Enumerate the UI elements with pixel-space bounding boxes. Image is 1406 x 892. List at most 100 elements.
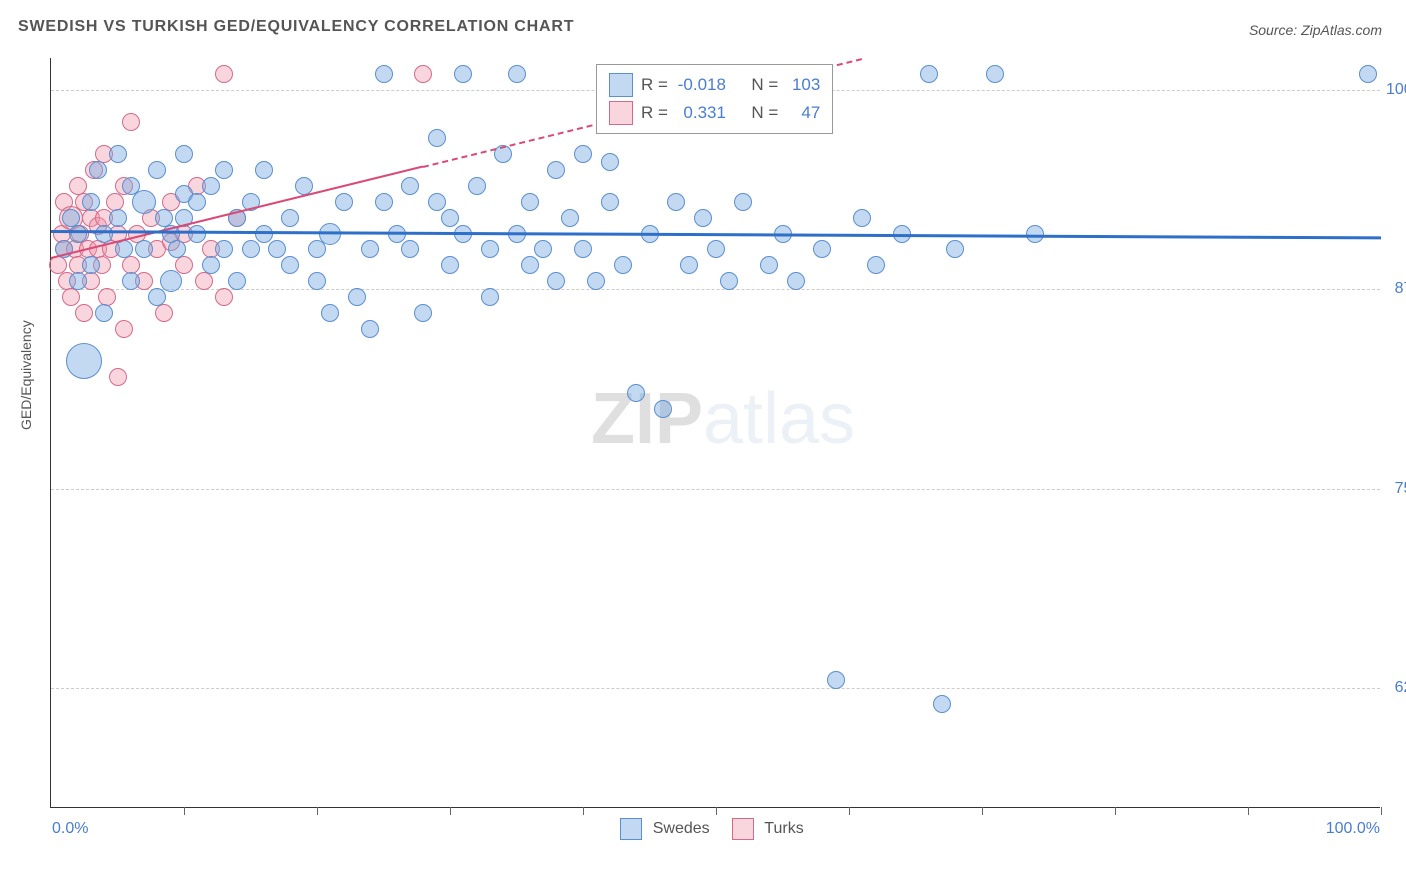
swedes-point [414,304,432,322]
r-label: R = [641,99,668,127]
y-tick-label: 100.0% [1386,81,1406,99]
correlation-stats-box: R =-0.018 N =103R =0.331 N =47 [596,64,833,134]
turks-stats-swatch [609,101,633,125]
swedes-point [574,240,592,258]
n-label: N = [751,99,778,127]
turks-point [115,320,133,338]
turks-point [215,288,233,306]
scatter-plot-area: ZIPatlas 62.5%75.0%87.5%100.0%R =-0.018 … [50,58,1380,808]
swedes-point [521,256,539,274]
swedes-point [601,153,619,171]
swedes-point [175,145,193,163]
swedes-point [281,209,299,227]
swedes-point [441,209,459,227]
swedes-legend-label: Swedes [653,820,710,837]
swedes-point [760,256,778,274]
swedes-point [115,240,133,258]
swedes-point [1026,225,1044,243]
x-tick [849,807,850,815]
turks-point [155,304,173,322]
swedes-point [66,343,102,379]
swedes-point [946,240,964,258]
swedes-point [82,193,100,211]
x-tick [317,807,318,815]
swedes-point [361,320,379,338]
swedes-point [481,240,499,258]
swedes-point [215,240,233,258]
source-attribution: Source: ZipAtlas.com [1249,22,1382,38]
x-tick [1115,807,1116,815]
swedes-point [587,272,605,290]
r-label: R = [641,71,668,99]
x-tick [184,807,185,815]
swedes-point [667,193,685,211]
x-tick [982,807,983,815]
swedes-point [148,161,166,179]
swedes-point [375,193,393,211]
swedes-point [401,240,419,258]
swedes-point [160,270,182,292]
x-tick [716,807,717,815]
swedes-point [933,695,951,713]
r-value: -0.018 [676,71,726,99]
swedes-point [321,304,339,322]
swedes-swatch [620,818,642,840]
swedes-point [720,272,738,290]
swedes-point [920,65,938,83]
swedes-point [547,272,565,290]
swedes-point [215,161,233,179]
swedes-point [521,193,539,211]
swedes-point [188,193,206,211]
swedes-point [375,65,393,83]
watermark-light: atlas [703,379,855,459]
turks-point [62,288,80,306]
swedes-point [627,384,645,402]
swedes-point [361,240,379,258]
swedes-point [680,256,698,274]
swedes-point [255,161,273,179]
swedes-point [148,288,166,306]
turks-point [122,113,140,131]
swedes-stats-swatch [609,73,633,97]
watermark-bold: ZIP [591,379,703,459]
swedes-point [547,161,565,179]
swedes-point [561,209,579,227]
turks-point [109,368,127,386]
turks-point [215,65,233,83]
n-value: 47 [786,99,820,127]
y-tick-label: 75.0% [1386,480,1406,498]
swedes-point [268,240,286,258]
swedes-point [69,272,87,290]
n-value: 103 [786,71,820,99]
swedes-point [69,225,87,243]
swedes-point [82,256,100,274]
swedes-point [109,145,127,163]
swedes-point [574,145,592,163]
swedes-point [401,177,419,195]
bottom-legend: Swedes Turks [0,818,1406,840]
turks-point [414,65,432,83]
swedes-point [827,671,845,689]
stats-row-swedes: R =-0.018 N =103 [609,71,820,99]
gridline [51,489,1380,490]
turks-point [175,256,193,274]
swedes-point [853,209,871,227]
x-tick [450,807,451,815]
swedes-point [534,240,552,258]
swedes-point [281,256,299,274]
swedes-point [168,240,186,258]
swedes-point [202,256,220,274]
swedes-point [109,209,127,227]
swedes-point [95,225,113,243]
x-tick [583,807,584,815]
turks-point [98,288,116,306]
swedes-point [601,193,619,211]
swedes-point [228,272,246,290]
swedes-point [428,193,446,211]
swedes-point [1359,65,1377,83]
swedes-point [308,272,326,290]
turks-legend-label: Turks [764,820,803,837]
y-tick-label: 87.5% [1386,280,1406,298]
swedes-point [787,272,805,290]
swedes-trendline [51,230,1381,239]
